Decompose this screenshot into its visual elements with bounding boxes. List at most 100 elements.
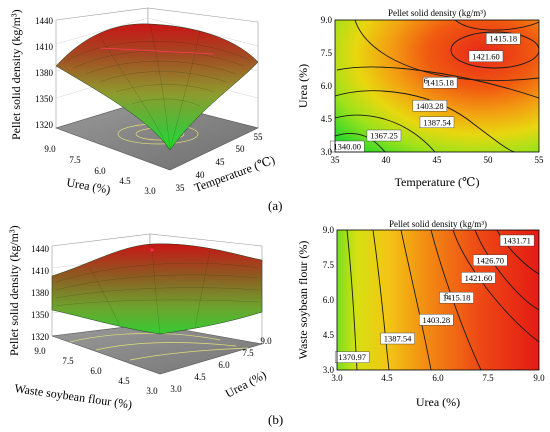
svg-text:6.0: 6.0 bbox=[218, 360, 230, 370]
svg-text:35: 35 bbox=[176, 183, 186, 193]
x-axis-title-a: Temperature (℃) bbox=[192, 153, 275, 195]
svg-text:7.5: 7.5 bbox=[62, 356, 74, 366]
contour-label: 1415.18 bbox=[443, 293, 471, 303]
z-ticks-b: 1440 1410 1380 1350 1320 bbox=[31, 244, 50, 342]
svg-text:9.0: 9.0 bbox=[44, 144, 56, 154]
contour-label-box bbox=[461, 272, 496, 284]
surface-peak-line-a bbox=[99, 47, 215, 55]
contour-label: 1387.54 bbox=[423, 117, 451, 127]
svg-text:1410: 1410 bbox=[35, 42, 54, 52]
svg-text:1320: 1320 bbox=[31, 332, 50, 342]
x-ticks-b: 9.0 7.5 6.0 4.5 3.0 bbox=[34, 346, 158, 396]
contour-label-box bbox=[419, 116, 455, 129]
svg-text:4.5: 4.5 bbox=[119, 176, 131, 186]
svg-text:7.5: 7.5 bbox=[482, 373, 494, 383]
contour-plot-b: Pellet solid density (kg/m³) 1370.97 1387… bbox=[296, 219, 545, 409]
x-axis-title-b: Waste soybean flour (%) bbox=[14, 381, 133, 411]
contour-label: 1387.54 bbox=[384, 334, 412, 344]
svg-text:1440: 1440 bbox=[31, 244, 50, 254]
svg-text:9.0: 9.0 bbox=[260, 336, 272, 346]
y-ticks-contour-b: 3.0 4.5 6.0 7.5 9.0 bbox=[323, 225, 335, 375]
svg-text:3.0: 3.0 bbox=[170, 384, 182, 394]
svg-text:3.0: 3.0 bbox=[331, 373, 343, 383]
plot-frame-a bbox=[334, 19, 540, 153]
contour-labels-a: 1340.00 1367.25 1387.54 1403.28 1415.18 1421.… bbox=[330, 33, 521, 153]
svg-text:1320: 1320 bbox=[35, 120, 54, 130]
center-point-marker: 6 bbox=[424, 76, 428, 86]
x-ticks-a: 35 40 45 50 55 bbox=[176, 132, 264, 193]
svg-text:9.0: 9.0 bbox=[323, 225, 335, 235]
y-axis-title-a: Urea (%) bbox=[65, 175, 111, 196]
contour-label: 1367.25 bbox=[370, 131, 398, 141]
surface-peak-b bbox=[150, 248, 154, 252]
svg-text:3.0: 3.0 bbox=[323, 365, 335, 375]
z-axis-title-b: Pellet solid density (kg/m³) bbox=[7, 225, 21, 356]
panel-label-b: (b) bbox=[268, 412, 284, 427]
contour-label-box bbox=[439, 291, 474, 304]
contour-label-box bbox=[472, 254, 508, 267]
contour-label: 1415.18 bbox=[426, 78, 454, 88]
svg-text:7.5: 7.5 bbox=[321, 48, 333, 58]
x-ticks-contour-a: 35 40 45 50 55 bbox=[331, 155, 545, 165]
svg-text:45: 45 bbox=[433, 155, 443, 165]
svg-text:4.5: 4.5 bbox=[323, 330, 335, 340]
contour-label-box bbox=[334, 351, 370, 363]
contour-label: 1340.00 bbox=[333, 142, 361, 152]
response-surface-a bbox=[55, 23, 259, 151]
surface-plot-b: 1440 1410 1380 1350 1320 Pellet solid de… bbox=[7, 225, 272, 411]
y-ticks-a: 9.0 7.5 6.0 4.5 3.0 bbox=[44, 144, 156, 196]
svg-text:6.0: 6.0 bbox=[94, 166, 106, 176]
svg-text:4.5: 4.5 bbox=[321, 114, 333, 124]
svg-text:4.5: 4.5 bbox=[381, 373, 393, 383]
svg-text:4.5: 4.5 bbox=[194, 372, 206, 382]
contour-label: 1403.28 bbox=[423, 315, 451, 325]
heatmap-b bbox=[337, 230, 539, 370]
svg-text:55: 55 bbox=[535, 155, 545, 165]
contour-label-box bbox=[486, 33, 521, 45]
contour-label-box bbox=[468, 50, 504, 62]
surface-plot-a: 1440 1410 1380 1350 1320 Pellet solid de… bbox=[9, 7, 275, 197]
floor-plane-b bbox=[51, 323, 263, 375]
contour-label-box bbox=[422, 76, 458, 89]
svg-text:50: 50 bbox=[236, 144, 246, 154]
svg-text:1380: 1380 bbox=[35, 68, 54, 78]
svg-text:3.0: 3.0 bbox=[146, 386, 158, 396]
floor-plane-a bbox=[55, 99, 259, 171]
contour-labels-b: 1370.97 1387.54 1403.28 1415.18 1421.60 1426.… bbox=[334, 234, 535, 363]
contour-label: 1415.18 bbox=[489, 34, 517, 44]
svg-text:40: 40 bbox=[196, 170, 206, 180]
svg-text:6.0: 6.0 bbox=[90, 366, 102, 376]
floor-contours-b bbox=[69, 333, 249, 361]
svg-text:6.0: 6.0 bbox=[323, 295, 335, 305]
svg-text:9.0: 9.0 bbox=[34, 346, 46, 356]
svg-text:9.0: 9.0 bbox=[321, 15, 333, 25]
contour-title-a: Pellet solid density (kg/m³) bbox=[388, 8, 486, 18]
y-axis-title-b: Urea (%) bbox=[223, 367, 269, 400]
x-axis-title-contour-a: Temperature (℃) bbox=[395, 175, 480, 189]
svg-text:1350: 1350 bbox=[35, 94, 54, 104]
contour-label: 1421.60 bbox=[465, 273, 493, 283]
svg-text:9.0: 9.0 bbox=[533, 373, 545, 383]
contour-label: 1370.97 bbox=[338, 352, 366, 362]
svg-text:3.0: 3.0 bbox=[144, 186, 156, 196]
svg-text:7.5: 7.5 bbox=[69, 155, 81, 165]
svg-text:3.0: 3.0 bbox=[321, 147, 333, 157]
svg-text:1380: 1380 bbox=[31, 288, 50, 298]
x-ticks-contour-b: 3.0 4.5 6.0 7.5 9.0 bbox=[331, 373, 545, 383]
svg-text:55: 55 bbox=[254, 132, 264, 142]
svg-text:7.5: 7.5 bbox=[323, 260, 335, 270]
contour-label-box bbox=[412, 100, 448, 112]
svg-text:1440: 1440 bbox=[35, 16, 54, 26]
z-axis-title-a: Pellet solid density (kg/m³) bbox=[9, 9, 23, 140]
y-ticks-b: 3.0 4.5 6.0 7.5 9.0 bbox=[170, 336, 272, 394]
contour-title-b: Pellet solid density (kg/m³) bbox=[389, 219, 487, 229]
svg-text:6.0: 6.0 bbox=[321, 81, 333, 91]
center-point-marker: 6 bbox=[444, 290, 448, 300]
y-axis-title-contour-a: Urea (%) bbox=[296, 64, 310, 108]
response-surface-b bbox=[51, 243, 263, 335]
contour-label-box bbox=[419, 314, 454, 326]
svg-text:1410: 1410 bbox=[31, 266, 50, 276]
z-ticks-a: 1440 1410 1380 1350 1320 bbox=[35, 16, 54, 130]
contour-lines-a bbox=[335, 20, 539, 152]
contour-label: 1431.71 bbox=[503, 236, 531, 246]
